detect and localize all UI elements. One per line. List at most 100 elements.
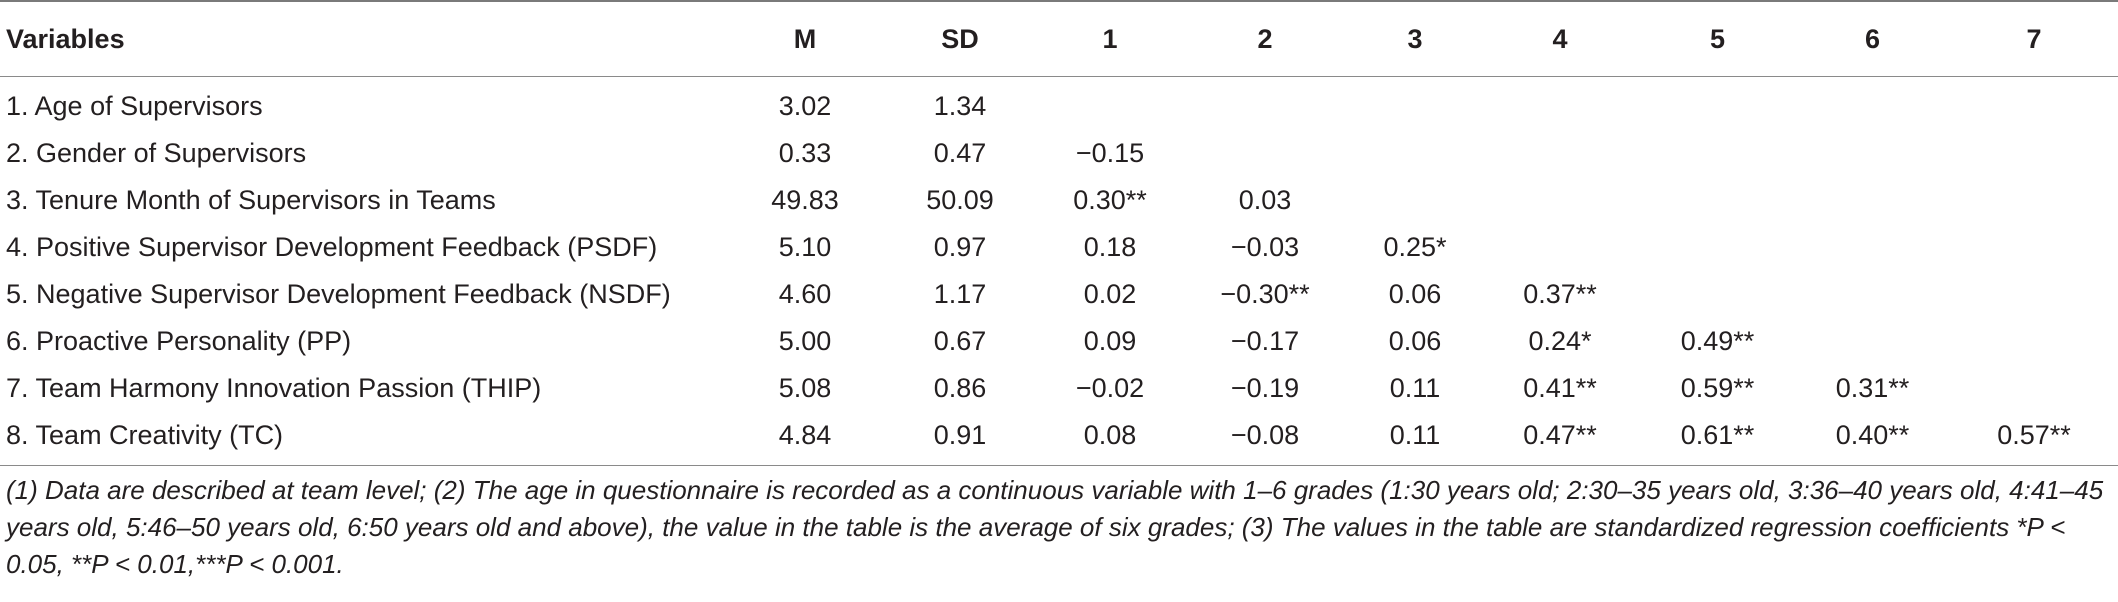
cell-4 xyxy=(1480,77,1640,131)
cell-sd: 1.34 xyxy=(933,91,987,121)
footnote-text: (1) Data are described at team level; (2… xyxy=(6,475,2104,579)
cell-1: 0.18 xyxy=(1083,232,1137,262)
cell-2: −0.03 xyxy=(1230,232,1300,262)
cell-7 xyxy=(1950,365,2118,412)
cell-sd: 0.47 xyxy=(933,138,987,168)
row-label: 2. Gender of Supervisors xyxy=(6,138,307,168)
cell-1: 0.09 xyxy=(1083,326,1137,356)
cell-m: 49.83 xyxy=(771,185,839,215)
cell-2: −0.30** xyxy=(1220,279,1310,309)
table-container: Variables M SD 1 2 3 4 5 6 7 1. Age of S… xyxy=(0,0,2118,583)
cell-4: 0.41** xyxy=(1523,373,1597,403)
header-sd: SD xyxy=(941,23,979,54)
cell-1: 0.02 xyxy=(1083,279,1137,309)
cell-m: 4.84 xyxy=(778,420,832,450)
cell-3 xyxy=(1350,77,1480,131)
cell-5 xyxy=(1640,130,1795,177)
cell-3: 0.06 xyxy=(1388,326,1442,356)
cell-5 xyxy=(1640,77,1795,131)
cell-1: −0.15 xyxy=(1075,138,1145,168)
table-footnote: (1) Data are described at team level; (2… xyxy=(0,466,2118,583)
cell-m: 5.10 xyxy=(778,232,832,262)
table-row: 4. Positive Supervisor Development Feedb… xyxy=(0,224,2118,271)
table-row: 3. Tenure Month of Supervisors in Teams … xyxy=(0,177,2118,224)
cell-7: 0.57** xyxy=(1997,420,2071,450)
header-col-5: 5 xyxy=(1709,23,1726,54)
table-row: 8. Team Creativity (TC) 4.84 0.91 0.08 −… xyxy=(0,412,2118,466)
header-col-7: 7 xyxy=(2026,23,2042,54)
cell-4: 0.47** xyxy=(1523,420,1597,450)
cell-sd: 50.09 xyxy=(926,185,994,215)
header-variables: Variables xyxy=(6,23,125,54)
cell-4 xyxy=(1480,130,1640,177)
cell-1: −0.02 xyxy=(1075,373,1145,403)
header-col-4: 4 xyxy=(1552,23,1568,54)
cell-2: −0.17 xyxy=(1230,326,1300,356)
cell-2: −0.08 xyxy=(1230,420,1300,450)
cell-6: 0.40** xyxy=(1835,420,1910,450)
header-row: Variables M SD 1 2 3 4 5 6 7 xyxy=(0,1,2118,77)
header-m: M xyxy=(793,23,817,54)
header-col-6: 6 xyxy=(1864,23,1881,54)
table-row: 5. Negative Supervisor Development Feedb… xyxy=(0,271,2118,318)
row-label: 1. Age of Supervisors xyxy=(6,91,263,121)
cell-4: 0.37** xyxy=(1523,279,1597,309)
table-row: 6. Proactive Personality (PP) 5.00 0.67 … xyxy=(0,318,2118,365)
row-label: 7. Team Harmony Innovation Passion (THIP… xyxy=(6,373,542,403)
cell-sd: 0.86 xyxy=(933,373,987,403)
cell-4 xyxy=(1480,224,1640,271)
cell-6 xyxy=(1795,224,1950,271)
table-row: 2. Gender of Supervisors 0.33 0.47 −0.15 xyxy=(0,130,2118,177)
cell-5: 0.49** xyxy=(1680,326,1755,356)
cell-6 xyxy=(1795,177,1950,224)
table-row: 7. Team Harmony Innovation Passion (THIP… xyxy=(0,365,2118,412)
correlation-table: Variables M SD 1 2 3 4 5 6 7 1. Age of S… xyxy=(0,0,2118,466)
cell-m: 0.33 xyxy=(778,138,832,168)
cell-6 xyxy=(1795,130,1950,177)
cell-7 xyxy=(1950,224,2118,271)
cell-sd: 0.67 xyxy=(933,326,987,356)
cell-3: 0.25* xyxy=(1383,232,1447,262)
cell-7 xyxy=(1950,271,2118,318)
header-col-1: 1 xyxy=(1102,23,1118,54)
cell-5 xyxy=(1640,224,1795,271)
cell-3: 0.11 xyxy=(1389,373,1441,403)
cell-2 xyxy=(1180,77,1350,131)
cell-3 xyxy=(1350,177,1480,224)
cell-1 xyxy=(1040,77,1180,131)
cell-2: −0.19 xyxy=(1230,373,1300,403)
cell-7 xyxy=(1950,177,2118,224)
cell-m: 3.02 xyxy=(778,91,832,121)
cell-sd: 0.97 xyxy=(933,232,987,262)
cell-6 xyxy=(1795,271,1950,318)
table-row: 1. Age of Supervisors 3.02 1.34 xyxy=(0,77,2118,131)
cell-7 xyxy=(1950,130,2118,177)
cell-m: 4.60 xyxy=(778,279,832,309)
cell-2: 0.03 xyxy=(1238,185,1292,215)
cell-3: 0.06 xyxy=(1388,279,1442,309)
row-label: 6. Proactive Personality (PP) xyxy=(6,326,352,356)
row-label: 4. Positive Supervisor Development Feedb… xyxy=(6,232,658,262)
cell-7 xyxy=(1950,318,2118,365)
cell-5 xyxy=(1640,177,1795,224)
row-label: 8. Team Creativity (TC) xyxy=(6,420,284,450)
cell-m: 5.00 xyxy=(778,326,832,356)
cell-3: 0.11 xyxy=(1389,420,1441,450)
cell-3 xyxy=(1350,130,1480,177)
cell-4 xyxy=(1480,177,1640,224)
cell-6: 0.31** xyxy=(1835,373,1910,403)
cell-6 xyxy=(1795,77,1950,131)
cell-5 xyxy=(1640,271,1795,318)
cell-sd: 1.17 xyxy=(933,279,987,309)
cell-1: 0.30** xyxy=(1073,185,1147,215)
row-label: 5. Negative Supervisor Development Feedb… xyxy=(6,279,671,309)
cell-5: 0.59** xyxy=(1680,373,1755,403)
cell-m: 5.08 xyxy=(778,373,832,403)
header-col-2: 2 xyxy=(1257,23,1273,54)
header-col-3: 3 xyxy=(1407,23,1423,54)
cell-5: 0.61** xyxy=(1680,420,1755,450)
cell-7 xyxy=(1950,77,2118,131)
cell-4: 0.24* xyxy=(1528,326,1592,356)
cell-2 xyxy=(1180,130,1350,177)
row-label: 3. Tenure Month of Supervisors in Teams xyxy=(6,185,496,215)
